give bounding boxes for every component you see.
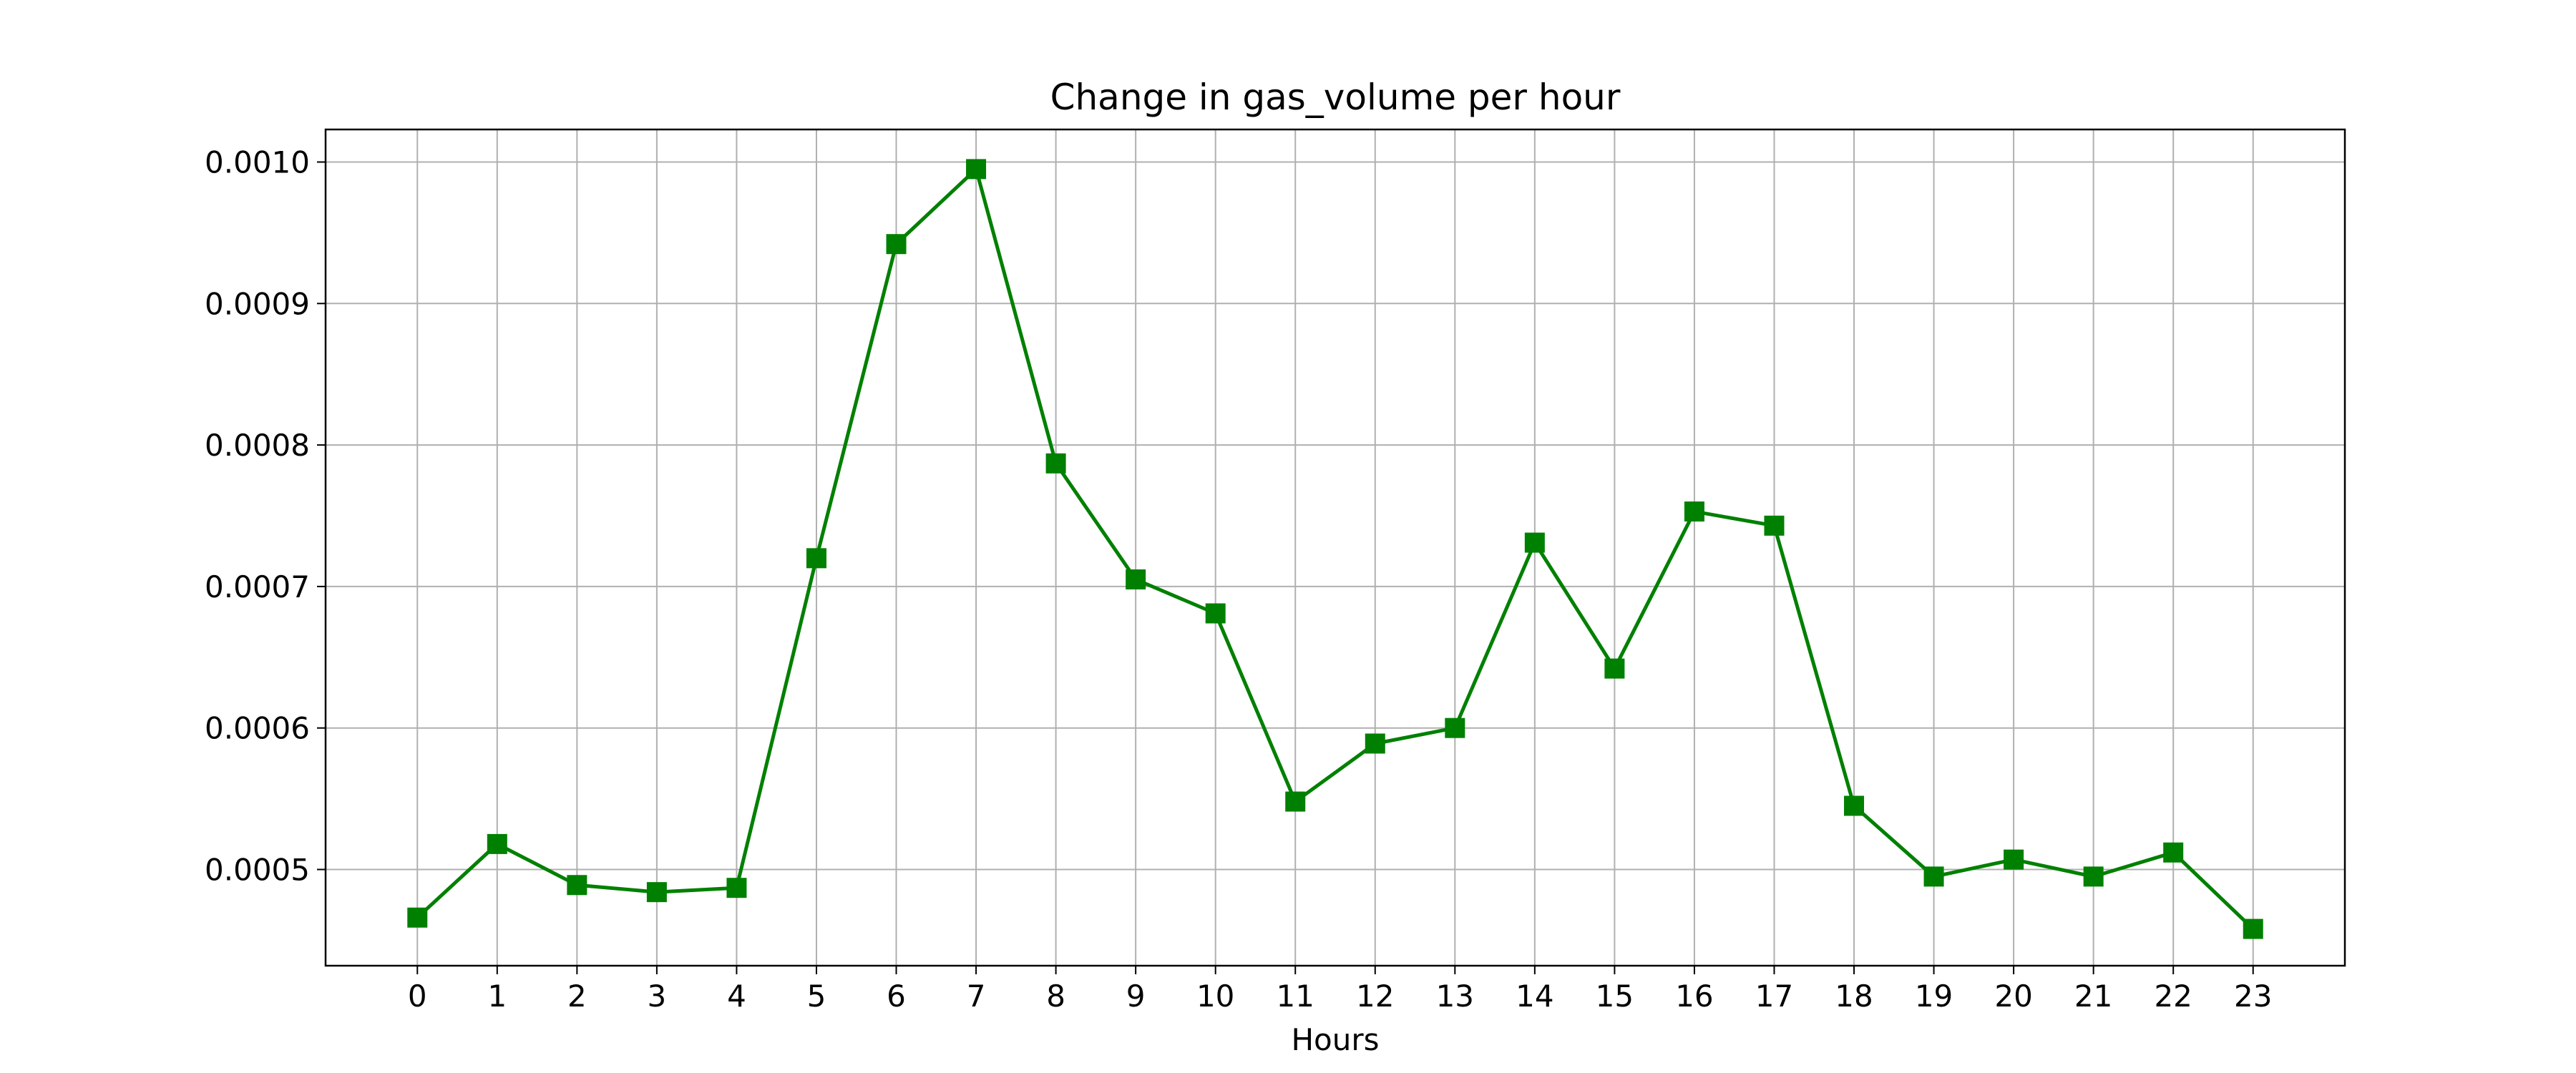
x-tick-label: 2 [567, 979, 587, 1014]
grid-lines [326, 129, 2345, 966]
x-tick-label: 10 [1196, 979, 1234, 1014]
data-series [407, 159, 2263, 939]
x-tick-label: 12 [1356, 979, 1394, 1014]
data-point-marker [886, 234, 907, 255]
x-tick-label: 1 [487, 979, 507, 1014]
data-point-marker [1445, 717, 1465, 738]
x-tick-label: 22 [2154, 979, 2192, 1014]
data-point-marker [1126, 569, 1146, 590]
data-point-marker [567, 875, 587, 896]
axis-ticks: 0 1 2 3 4 5 6 7 8 9 10 11 12 13 14 15 16 17 18 19 20 21 22 230.… [205, 144, 2272, 1014]
x-tick-label: 13 [1436, 979, 1474, 1014]
data-point-marker [1285, 791, 1306, 812]
x-tick-label: 3 [648, 979, 667, 1014]
data-point-marker [646, 882, 667, 903]
x-tick-label: 17 [1755, 979, 1793, 1014]
x-tick-label: 21 [2074, 979, 2112, 1014]
x-tick-label: 16 [1675, 979, 1713, 1014]
data-point-marker [1524, 532, 1545, 553]
y-tick-label: 0.0008 [205, 428, 310, 463]
x-tick-label: 20 [1994, 979, 2032, 1014]
data-point-marker [1045, 453, 1066, 474]
x-tick-label: 7 [967, 979, 986, 1014]
data-point-marker [1365, 733, 1385, 754]
data-point-marker [487, 833, 507, 854]
data-point-marker [966, 159, 987, 180]
x-tick-label: 19 [1915, 979, 1953, 1014]
y-tick-label: 0.0010 [205, 144, 310, 180]
x-tick-label: 4 [727, 979, 746, 1014]
x-tick-label: 23 [2234, 979, 2272, 1014]
data-point-marker [1844, 795, 1865, 816]
y-tick-label: 0.0005 [205, 852, 310, 887]
series-line [416, 167, 2255, 931]
data-point-marker [1205, 603, 1226, 624]
x-tick-label: 11 [1277, 979, 1314, 1014]
data-point-marker [2163, 842, 2184, 863]
plot-area-frame [324, 128, 2346, 967]
x-tick-label: 15 [1596, 979, 1634, 1014]
x-tick-label: 18 [1835, 979, 1873, 1014]
data-point-marker [726, 878, 747, 898]
data-point-marker [1764, 515, 1785, 536]
data-point-marker [2243, 918, 2263, 939]
x-tick-label: 8 [1046, 979, 1065, 1014]
chart-title: Change in gas_volume per hour [1050, 77, 1621, 118]
data-point-marker [1923, 866, 1944, 887]
x-tick-label: 0 [408, 979, 427, 1014]
y-tick-label: 0.0006 [205, 711, 310, 746]
x-tick-label: 14 [1516, 979, 1553, 1014]
data-point-marker [1604, 658, 1625, 679]
data-point-marker [806, 548, 826, 569]
x-tick-label: 9 [1126, 979, 1146, 1014]
data-point-marker [1684, 501, 1704, 522]
y-tick-label: 0.0007 [205, 569, 310, 604]
y-tick-label: 0.0009 [205, 286, 310, 321]
x-tick-label: 5 [807, 979, 826, 1014]
data-point-marker [2083, 866, 2104, 887]
x-tick-label: 6 [887, 979, 906, 1014]
data-point-marker [2004, 849, 2024, 870]
data-point-marker [407, 907, 428, 928]
x-axis-label: Hours [1291, 1022, 1379, 1057]
